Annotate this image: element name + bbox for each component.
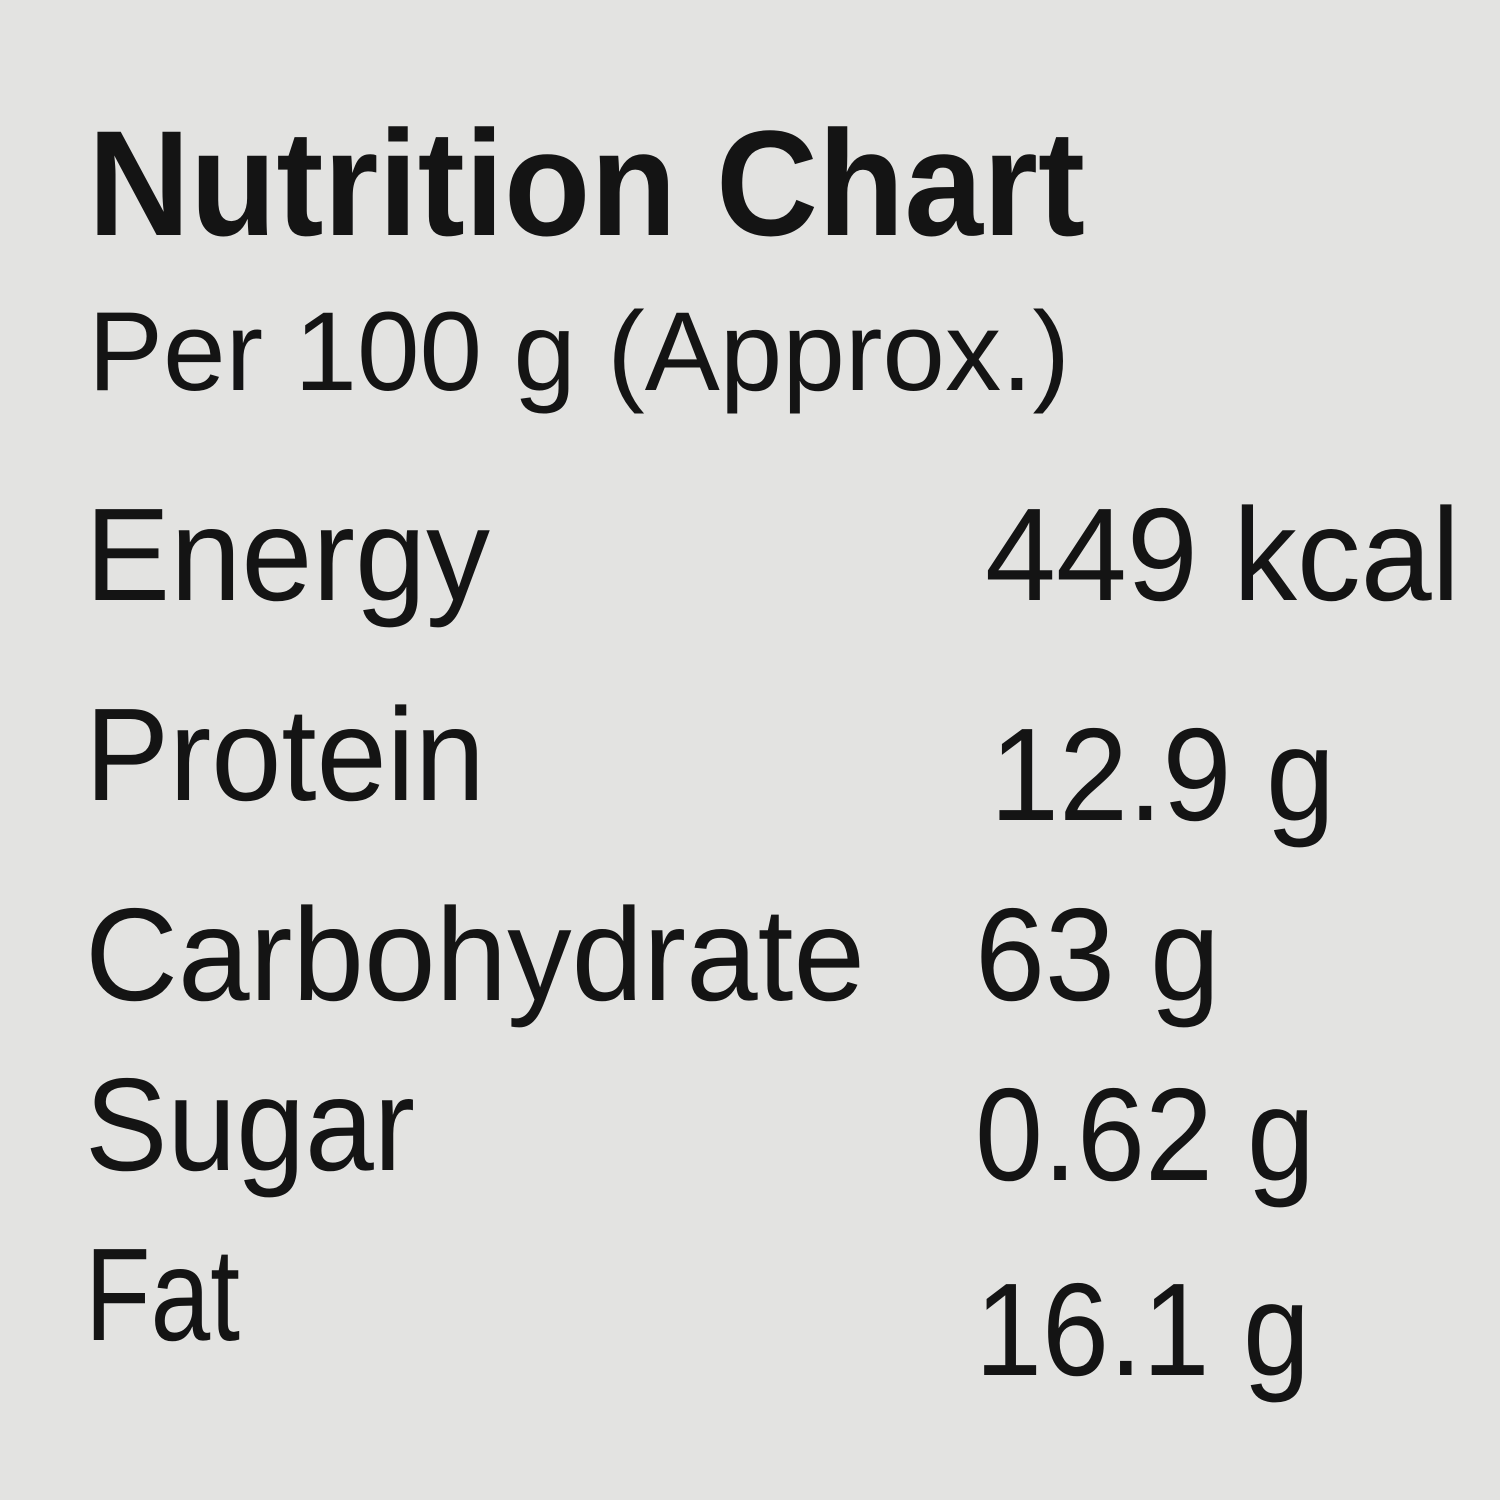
nutrient-value: 449 kcal xyxy=(985,481,1460,628)
nutrient-name: Carbohydrate xyxy=(85,881,865,1028)
nutrient-name: Energy xyxy=(85,481,490,628)
nutrient-name: Sugar xyxy=(85,1051,415,1198)
title: Nutrition Chart xyxy=(88,99,1085,267)
subtitle: Per 100 g (Approx.) xyxy=(88,289,1070,414)
nutrient-value: 12.9 g xyxy=(990,701,1335,848)
nutrient-value: 16.1 g xyxy=(975,1256,1310,1403)
nutrient-value: 0.62 g xyxy=(975,1061,1315,1208)
nutrient-name: Fat xyxy=(85,1221,240,1368)
nutrient-value: 63 g xyxy=(975,881,1220,1028)
nutrient-name: Protein xyxy=(85,681,485,828)
